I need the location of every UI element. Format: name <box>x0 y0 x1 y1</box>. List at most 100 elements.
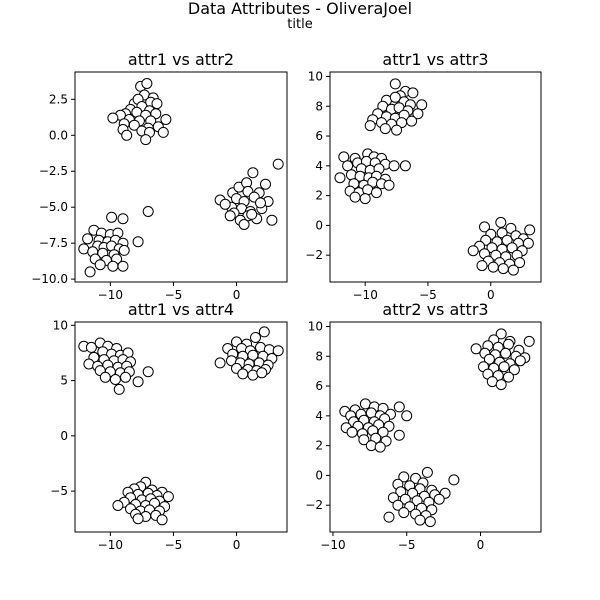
data-point <box>479 221 490 233</box>
data-point <box>476 260 488 272</box>
x-tick-label: 0 <box>477 538 485 552</box>
data-point <box>120 371 131 383</box>
data-point <box>364 120 376 132</box>
data-point <box>500 347 512 359</box>
subplot-title: attr1 vs attr3 <box>382 50 488 69</box>
y-tick-label: 8 <box>315 99 323 113</box>
data-point <box>246 208 258 220</box>
x-tick-label: −10 <box>320 538 345 552</box>
scatter-points <box>78 326 284 526</box>
data-point <box>128 119 140 131</box>
y-tick-label: 4 <box>315 159 323 173</box>
data-point <box>391 124 403 136</box>
data-point <box>112 500 124 511</box>
x-tick-label: −10 <box>98 288 123 302</box>
y-tick-label: −10.0 <box>31 272 68 286</box>
figure-title: Data Attributes - OliveraJoel <box>187 0 413 18</box>
data-point <box>487 261 499 273</box>
data-point <box>106 211 118 223</box>
data-point <box>272 158 284 170</box>
subplot-4: attr2 vs attr3 −10 −5 0 −2 0 2 4 6 8 10 <box>305 300 542 552</box>
data-point <box>433 493 445 505</box>
y-tick-label: 0.0 <box>49 128 68 142</box>
data-point <box>260 178 271 190</box>
data-point <box>334 172 346 184</box>
data-point <box>389 78 401 90</box>
data-point <box>506 242 518 254</box>
data-point <box>412 108 424 120</box>
y-tick-label: 0 <box>315 218 323 232</box>
data-point <box>142 206 154 217</box>
y-tick-label: −5.0 <box>39 200 68 214</box>
data-point <box>501 234 513 246</box>
subplot-1: attr1 vs attr2 −10 −5 0 −10.0 −7.5 −5.0 −2.5 0.0… <box>31 50 288 302</box>
scatter-points <box>78 78 284 278</box>
data-point <box>374 441 386 453</box>
data-point <box>250 332 261 343</box>
x-tick-label: −5 <box>419 288 437 302</box>
data-point <box>514 355 526 367</box>
data-point <box>157 126 169 138</box>
y-tick-label: 0 <box>60 429 68 443</box>
data-point <box>132 376 144 388</box>
subplot-2: attr1 vs attr3 −10 −5 0 −2 0 2 4 6 8 10 <box>305 50 542 302</box>
data-point <box>121 129 133 141</box>
data-point <box>349 191 361 203</box>
y-tick-label: 10 <box>53 318 68 332</box>
data-point <box>470 343 482 355</box>
data-point <box>358 434 370 446</box>
data-point <box>247 167 259 179</box>
data-point <box>84 266 96 278</box>
data-point <box>141 78 153 89</box>
data-point <box>132 513 144 525</box>
axes-frame <box>74 71 288 283</box>
data-point <box>342 160 354 172</box>
y-tick-label: −2.5 <box>39 164 68 178</box>
x-tick-label: −5 <box>398 538 416 552</box>
data-point <box>448 474 460 486</box>
data-point <box>508 364 520 376</box>
data-point <box>224 210 236 222</box>
data-point <box>255 197 266 209</box>
data-point <box>483 353 495 365</box>
data-point <box>247 369 259 381</box>
x-tick-label: 0 <box>487 288 495 302</box>
data-point <box>371 187 382 199</box>
data-point <box>82 233 94 245</box>
subplot-title: attr1 vs attr4 <box>128 300 234 319</box>
figure-subtitle: title <box>287 17 313 32</box>
scatter-points <box>339 328 535 528</box>
axes-frame <box>329 71 542 283</box>
y-tick-label: 6 <box>315 129 323 143</box>
data-point <box>132 236 144 248</box>
data-point <box>272 345 284 357</box>
data-point <box>399 160 411 172</box>
y-tick-label: −7.5 <box>39 236 68 250</box>
data-point <box>522 237 534 249</box>
data-point <box>162 491 174 503</box>
data-point <box>156 514 168 526</box>
data-point <box>503 338 514 350</box>
subplot-3: attr1 vs attr4 −10 −5 0 −5 0 5 10 <box>50 300 288 552</box>
data-point <box>507 264 519 276</box>
x-tick-label: 0 <box>233 288 241 302</box>
axes-frame <box>329 321 542 533</box>
data-point <box>392 499 404 511</box>
subplot-title: attr2 vs attr3 <box>382 300 488 319</box>
data-point <box>85 341 97 353</box>
data-point <box>99 371 111 383</box>
y-tick-label: −2 <box>305 498 323 512</box>
data-point <box>505 222 517 234</box>
data-point <box>256 367 268 379</box>
data-point <box>503 371 514 383</box>
data-point <box>359 193 371 205</box>
subplot-title: attr1 vs attr2 <box>128 50 234 69</box>
y-tick-label: 8 <box>315 349 323 363</box>
data-point <box>383 179 395 191</box>
data-point <box>424 516 436 528</box>
x-tick-label: −5 <box>165 288 183 302</box>
y-tick-label: 4 <box>315 409 323 423</box>
y-tick-label: 2.5 <box>49 92 68 106</box>
data-point <box>495 328 507 340</box>
data-point <box>160 114 172 125</box>
